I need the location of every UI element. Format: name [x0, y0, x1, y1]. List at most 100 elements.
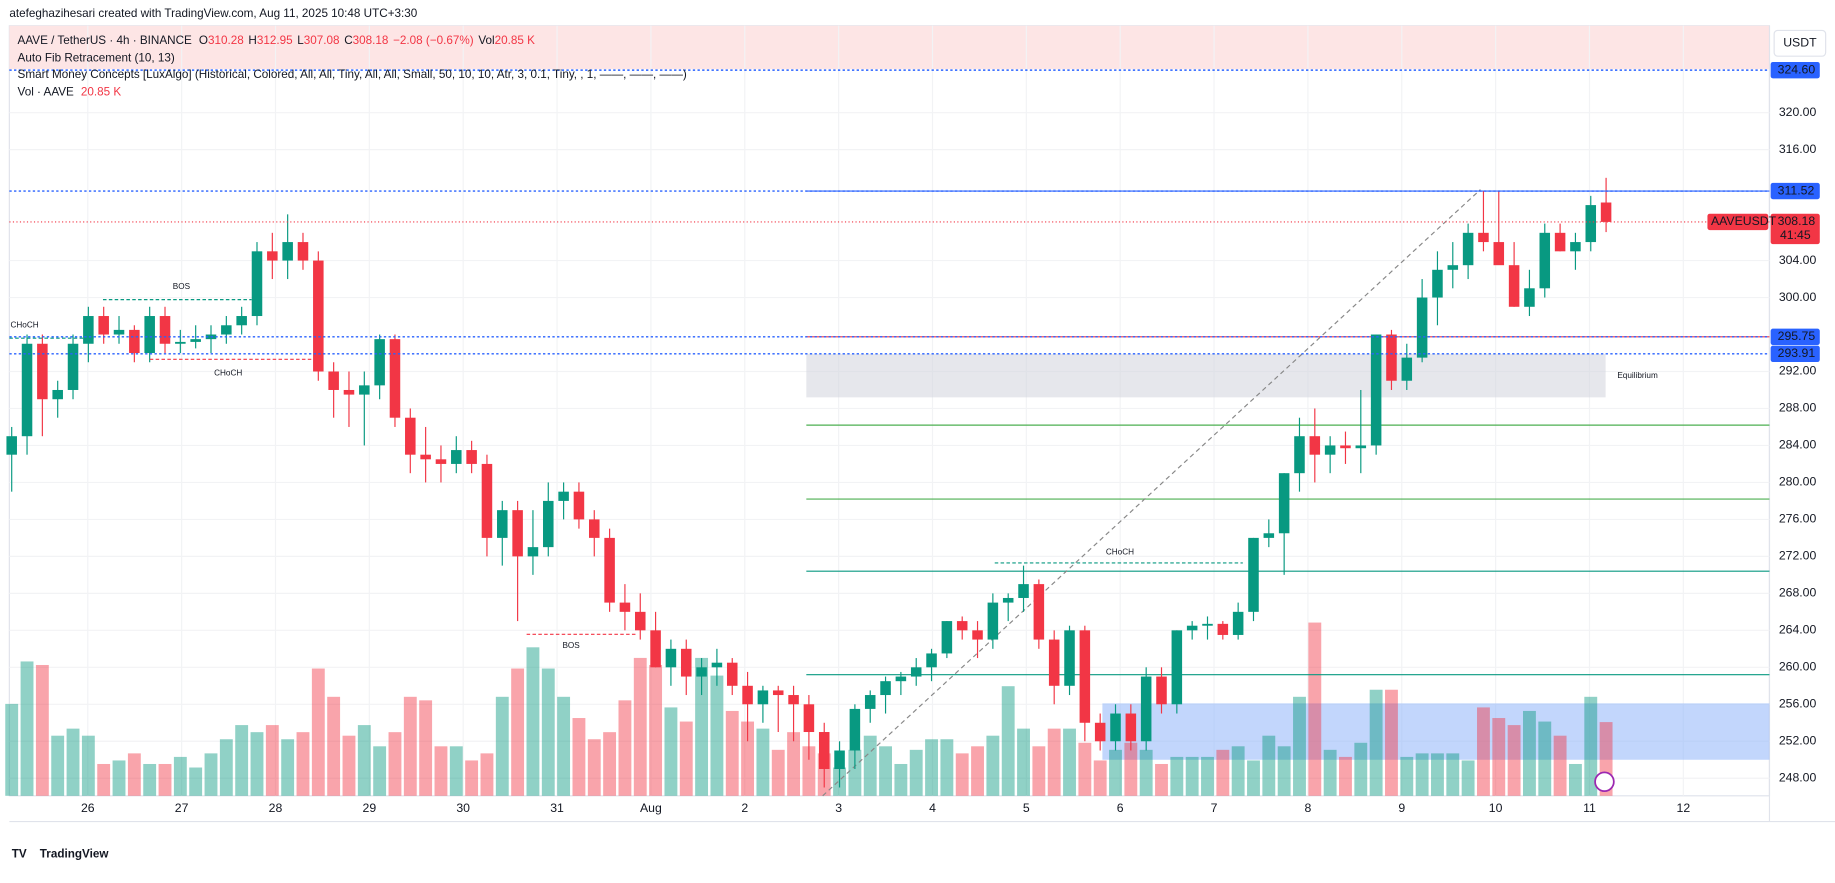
candle-body [1585, 205, 1597, 243]
candle-body [941, 621, 953, 654]
volume-bar [925, 739, 938, 796]
candle-body [1140, 676, 1152, 742]
candle-body [1248, 537, 1259, 612]
volume-bar [1385, 689, 1398, 796]
volume-bar [1568, 763, 1582, 796]
candle-body [573, 491, 585, 520]
volume-bar [97, 763, 111, 796]
volume-bar [296, 732, 310, 796]
volume-bar [281, 739, 295, 796]
candle-body [405, 417, 416, 455]
structure-label: CHoCH [214, 368, 242, 377]
volume-bar [572, 718, 586, 796]
candle-body [1217, 623, 1229, 635]
candle-body [1570, 242, 1581, 252]
volume-bar [66, 728, 80, 796]
candle-body [895, 676, 907, 682]
volume-bar [940, 739, 954, 796]
candle-body [6, 436, 17, 455]
volume-bar [1063, 728, 1076, 796]
candle-body [129, 329, 140, 354]
volume-bar [173, 756, 187, 796]
candle-body [1171, 630, 1183, 705]
candle-body [67, 343, 79, 390]
volume-bar [1400, 756, 1414, 796]
candle-body [435, 459, 447, 464]
volume-bar [787, 732, 801, 796]
x-tick-label: 31 [550, 801, 564, 815]
volume-bar [1431, 753, 1444, 796]
axis: 248.00 252.00 256.00 260.00 264.00 268.00 272.… [81, 105, 1817, 815]
y-tick-label: 256.00 [1779, 697, 1817, 711]
volume-bar [649, 664, 663, 796]
candle-body [696, 667, 707, 677]
volume-bar [419, 700, 433, 796]
candle-body [359, 385, 370, 395]
volume-bar [1047, 728, 1061, 796]
volume-bar [373, 746, 387, 796]
candle-body [466, 450, 477, 464]
structure-label: BOS [562, 641, 580, 650]
vol-value: 20.85 K [495, 34, 535, 47]
legend-highlight [9, 25, 1770, 70]
indicator: Auto Fib Retracement (10, 13) [18, 52, 175, 65]
grid [9, 25, 1770, 796]
candle-body [634, 611, 646, 631]
volume [5, 622, 1613, 796]
candle-body [1309, 436, 1321, 455]
y-tick-label: 304.00 [1779, 253, 1817, 267]
volume-bar [1323, 749, 1337, 796]
y-tick-label: 280.00 [1779, 475, 1817, 489]
indicator: Smart Money Concepts [LuxAlgo] (Historic… [18, 68, 687, 81]
volume-bar [465, 760, 479, 796]
zone [806, 353, 1606, 398]
structure-label: CHoCH [10, 321, 38, 330]
volume-bar [51, 735, 65, 796]
candle-body [1202, 623, 1213, 626]
symbol-box [1707, 213, 1769, 231]
structure-label: BOS [173, 282, 191, 291]
x-tick-label: 3 [835, 801, 842, 815]
volume-bar [357, 725, 371, 796]
candle-body [1401, 357, 1413, 381]
volume-bar [1507, 725, 1521, 796]
ohlc-key: L [297, 34, 304, 47]
candle-body [972, 630, 983, 640]
candle-body [374, 339, 385, 386]
volume-bar [526, 647, 540, 796]
volume-bar [863, 735, 877, 796]
currency-box[interactable] [1773, 29, 1827, 57]
volume-bar [633, 657, 647, 796]
x-tick-label: 29 [363, 801, 377, 815]
volume-bar [1109, 749, 1122, 796]
volume-bar [879, 746, 892, 796]
alert-icon[interactable] [1594, 771, 1615, 792]
candle-body [589, 519, 600, 538]
candle-body [619, 602, 631, 612]
volume-name: Vol · AAVE [18, 86, 75, 99]
volume-bar [1354, 742, 1368, 796]
x-tick-label: Aug [640, 801, 662, 815]
candle-body [1370, 334, 1382, 446]
volume-bar [1155, 763, 1168, 796]
x-tick-label: 8 [1304, 801, 1311, 815]
symbol-label: AAVEUSDT [1711, 214, 1777, 228]
structure-label: CHoCH [1106, 548, 1134, 557]
x-tick-label: 4 [929, 801, 936, 815]
ohlc-value: 312.95 [257, 34, 293, 47]
level-label-box [1770, 61, 1820, 79]
volume-bar [1477, 707, 1490, 796]
candle-body [926, 653, 937, 668]
candle-body [512, 510, 523, 557]
candle-body [1079, 630, 1091, 723]
candle-body [313, 260, 324, 372]
volume-bar [1446, 753, 1460, 796]
volume-bar [342, 735, 356, 796]
volume-bar [1231, 746, 1245, 796]
volume-bar [1339, 756, 1352, 796]
candle-body [834, 750, 845, 769]
levels: 324.60 311.52 295.75 293.91 308.1841:45AAVEU… [9, 61, 1820, 650]
x-tick-label: 10 [1489, 801, 1503, 815]
volume-bar [1124, 742, 1138, 796]
